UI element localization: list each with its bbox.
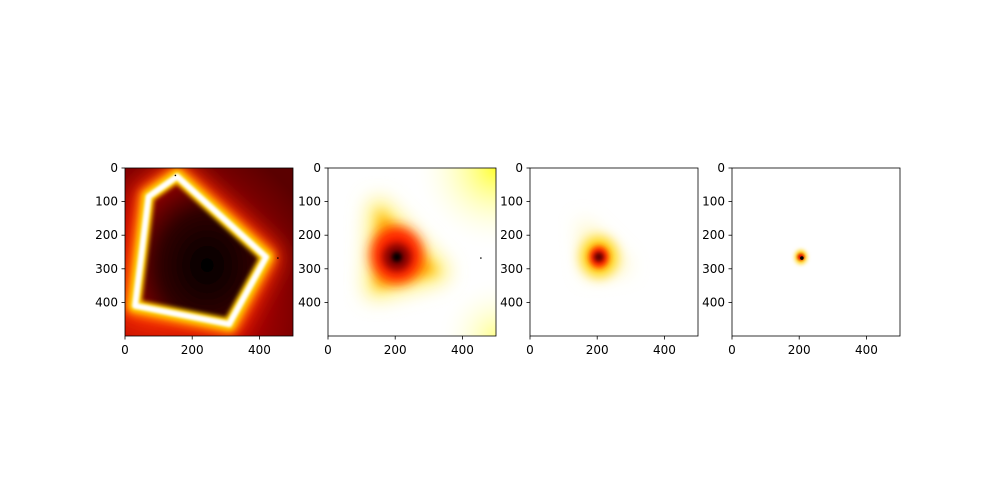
heatmap-image	[530, 168, 698, 336]
x-tick-label: 400	[451, 343, 474, 357]
x-tick-label: 200	[586, 343, 609, 357]
y-tick-label: 300	[95, 262, 118, 276]
y-tick-label: 100	[500, 195, 523, 209]
y-tick-label: 200	[500, 228, 523, 242]
heatmap-image	[732, 168, 900, 336]
y-tick-label: 200	[702, 228, 725, 242]
y-tick-label: 400	[500, 295, 523, 309]
y-tick-label: 300	[500, 262, 523, 276]
y-tick-label: 400	[95, 295, 118, 309]
heatmap-panel-2: 0 200 400 0 100 200 300 400	[298, 161, 497, 357]
heatmap-panel-1: 0 200 400 0 100 200 300 400	[95, 161, 294, 357]
heatmap-panel-3: 0 200 400 0 100 200 300 400	[500, 161, 699, 357]
marker-point	[480, 257, 482, 259]
axes-frame	[327, 167, 497, 337]
y-tick-label: 0	[313, 161, 321, 175]
heatmap-panel-4: 0 200 400 0 100 200 300 400	[702, 161, 901, 357]
x-tick-label: 400	[248, 343, 271, 357]
y-tick-label: 200	[95, 228, 118, 242]
x-tick-label: 400	[855, 343, 878, 357]
y-tick-label: 400	[702, 295, 725, 309]
y-tick-label: 200	[298, 228, 321, 242]
x-tick-label: 200	[788, 343, 811, 357]
y-tick-label: 300	[298, 262, 321, 276]
y-tick-label: 100	[298, 195, 321, 209]
y-tick-label: 0	[717, 161, 725, 175]
x-tick-label: 0	[324, 343, 332, 357]
x-tick-label: 400	[653, 343, 676, 357]
x-tick-label: 0	[526, 343, 534, 357]
y-tick-label: 0	[110, 161, 118, 175]
x-tick-label: 200	[181, 343, 204, 357]
y-tick-label: 300	[702, 262, 725, 276]
y-tick-label: 100	[95, 195, 118, 209]
heatmap-image	[125, 168, 293, 336]
axes-frame	[124, 167, 294, 337]
heatmap-image	[328, 168, 496, 336]
y-tick-label: 0	[515, 161, 523, 175]
marker-point	[174, 174, 177, 177]
axes-frame	[529, 167, 699, 337]
x-tick-label: 0	[728, 343, 736, 357]
y-tick-label: 400	[298, 295, 321, 309]
marker-point	[277, 257, 279, 259]
x-tick-label: 200	[384, 343, 407, 357]
axes-frame	[731, 167, 901, 337]
x-tick-label: 0	[121, 343, 129, 357]
y-tick-label: 100	[702, 195, 725, 209]
